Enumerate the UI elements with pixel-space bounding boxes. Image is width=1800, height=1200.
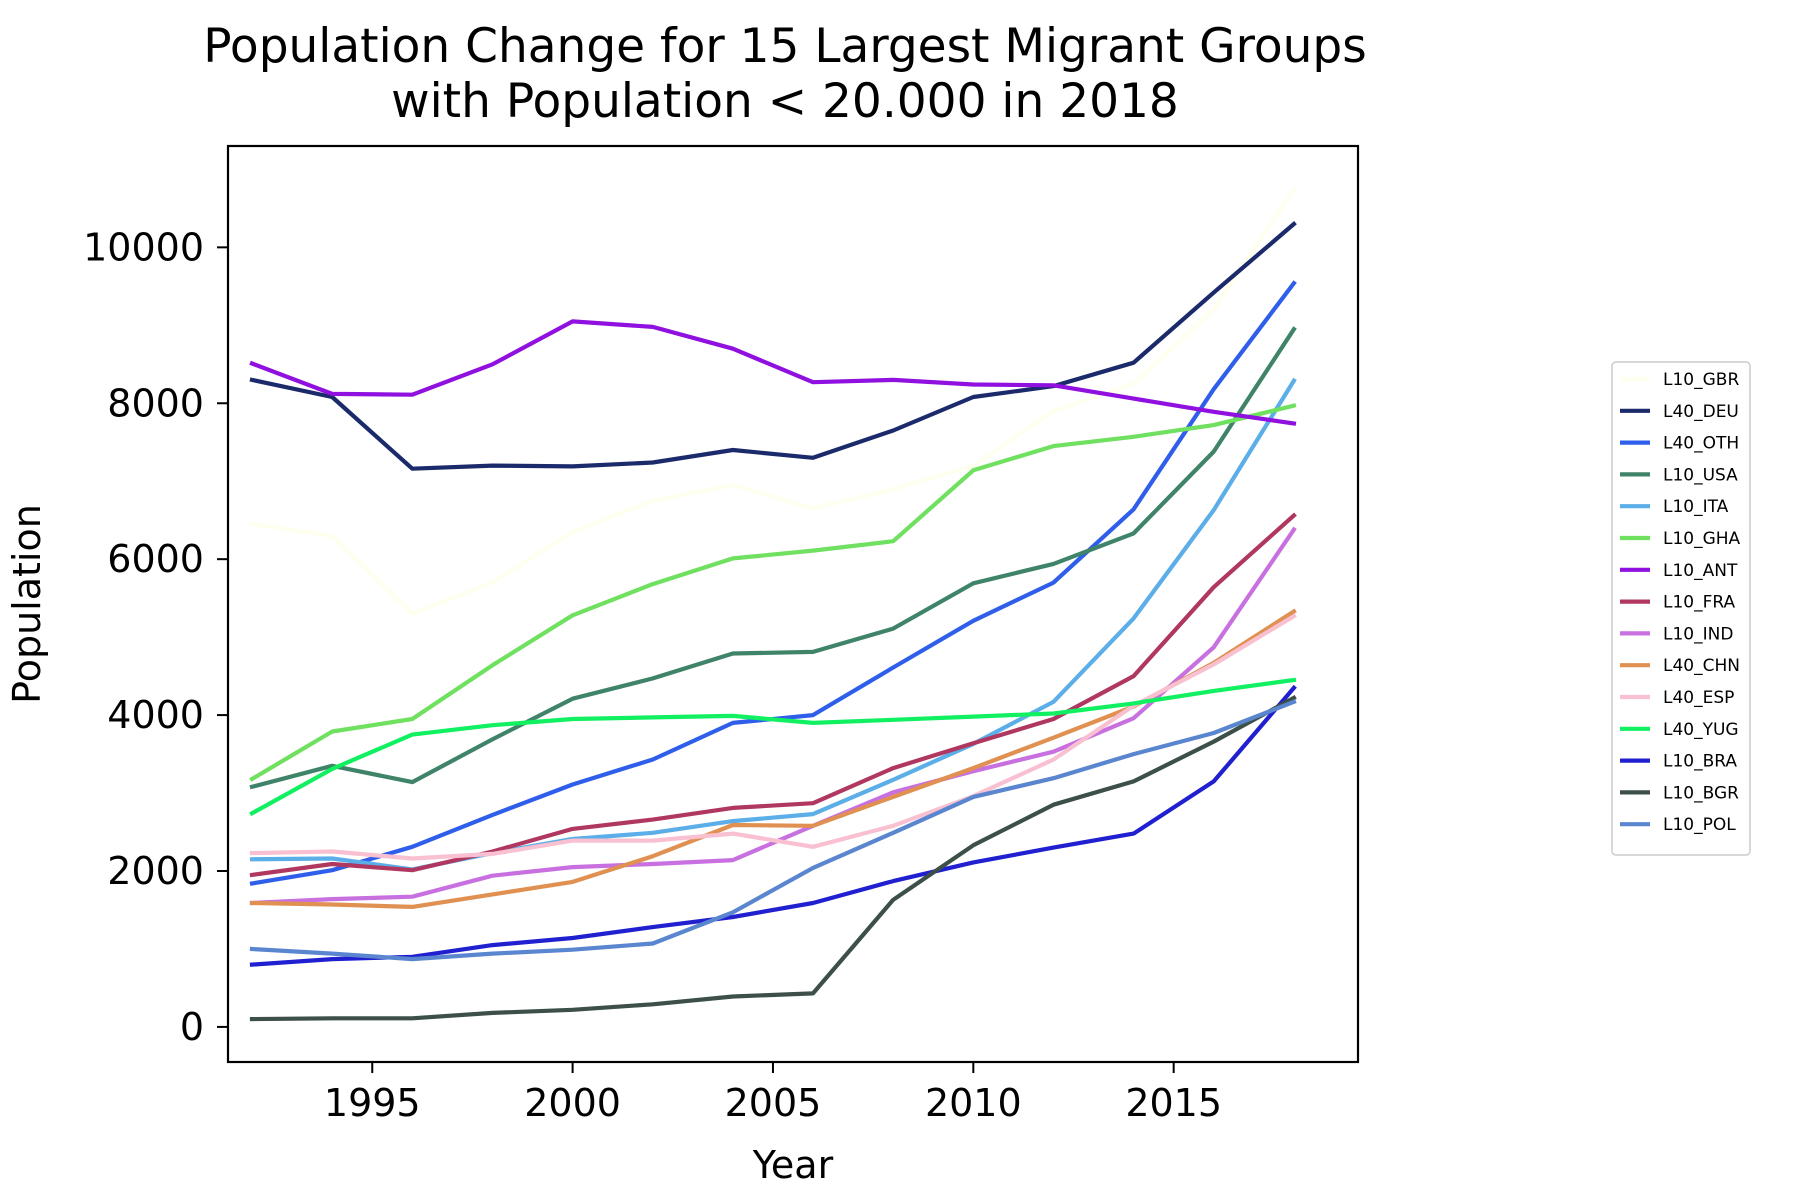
legend-label: L10_POL [1663,815,1736,835]
legend-label: L10_BRA [1663,752,1737,772]
plot-area [249,185,1297,1022]
x-tick-label: 1995 [324,1081,421,1125]
x-tick-label: 2005 [725,1081,822,1125]
chart-title-line: with Population < 20.000 in 2018 [391,74,1179,129]
legend-label: L40_DEU [1663,402,1739,422]
legend-item: L40_YUG [1620,720,1739,740]
legend-label: L40_OTH [1663,434,1739,454]
legend-item: L10_IND [1620,624,1733,644]
series-line-l40-yug [249,677,1297,817]
series-line-l40-esp [249,613,1297,861]
legend-item: L40_OTH [1620,434,1739,454]
legend-item: L10_USA [1620,465,1738,485]
legend-item: L40_ESP [1620,688,1734,708]
legend-label: L40_YUG [1663,720,1739,740]
x-axis: 1995 2000 2005 2010 2015 [324,1062,1222,1125]
legend-label: L10_GBR [1663,370,1739,390]
x-tick-label: 2010 [925,1081,1022,1125]
legend-label: L40_ESP [1663,688,1734,708]
series-line-l10-gha [249,403,1297,782]
legend-label: L10_BGR [1663,783,1739,803]
legend-item: L40_DEU [1620,402,1739,422]
series-line-l40-oth [249,280,1297,886]
legend: L10_GBR L40_DEU L40_OTH L10_USA L10_ITA L10_G… [1611,361,1751,856]
x-axis-label: Year [752,1143,834,1187]
legend-item: L40_CHN [1620,656,1740,676]
series-line-l10-pol [249,699,1297,962]
series-line-l10-ind [249,526,1297,906]
series-line-l10-usa [249,326,1297,790]
legend-item: L10_BRA [1620,752,1737,772]
legend-box [1611,361,1751,856]
series-line-l10-bgr [249,695,1297,1022]
y-tick-label: 8000 [107,381,204,425]
series-line-l10-bra [249,684,1297,967]
chart-title: Population Change for 15 Largest Migrant… [203,19,1366,129]
y-tick-label: 0 [180,1005,204,1049]
legend-item: L10_ITA [1620,497,1729,517]
legend-item: L10_BGR [1620,783,1739,803]
legend-label: L10_IND [1663,624,1733,644]
y-axis-label: Population [5,504,49,704]
legend-label: L10_FRA [1663,593,1736,613]
series-line-l40-deu [249,221,1297,471]
chart-title-line: Population Change for 15 Largest Migrant… [203,19,1366,74]
y-tick-label: 4000 [107,693,204,737]
legend-label: L40_CHN [1663,656,1740,676]
legend-label: L10_GHA [1663,529,1741,549]
legend-label: L10_ITA [1663,497,1729,517]
y-axis: 0 2000 4000 6000 8000 10000 [83,225,228,1049]
legend-item: L10_FRA [1620,593,1736,613]
series-line-l10-fra [249,512,1297,878]
legend-label: L10_ANT [1663,561,1738,581]
legend-item: L10_ANT [1620,561,1738,581]
y-tick-label: 6000 [107,537,204,581]
series-line-l10-gbr [249,185,1297,616]
plot-frame [226,144,1360,1064]
legend-item: L10_POL [1620,815,1736,835]
legend-item: L10_GHA [1620,529,1741,549]
series-line-l40-chn [249,608,1297,910]
y-tick-label: 10000 [83,225,204,269]
legend-item: L10_GBR [1620,370,1739,390]
series-line-l10-ant [249,319,1297,426]
x-tick-label: 2015 [1125,1081,1222,1125]
y-tick-label: 2000 [107,849,204,893]
legend-label: L10_USA [1663,465,1738,485]
x-tick-label: 2000 [524,1081,621,1125]
